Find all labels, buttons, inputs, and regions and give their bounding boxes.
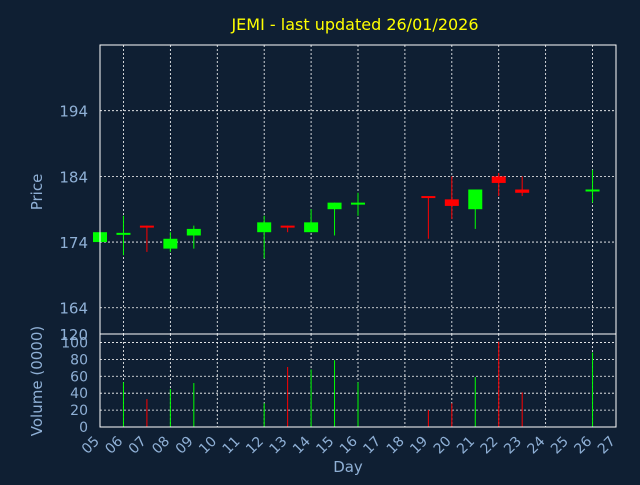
candle-body xyxy=(280,225,295,228)
candle-body xyxy=(327,202,342,210)
volume-tick-label: 60 xyxy=(70,369,88,385)
candle-body xyxy=(491,176,506,183)
x-tick-label: 27 xyxy=(595,434,619,458)
price-tick-label: 164 xyxy=(59,300,88,318)
x-tick-label: 14 xyxy=(290,433,314,457)
volume-tick-label: 40 xyxy=(70,386,88,402)
candle-body xyxy=(139,225,154,228)
x-tick-label: 08 xyxy=(149,434,173,458)
x-tick-label: 24 xyxy=(525,433,549,457)
volume-tick-label: 100 xyxy=(61,335,88,351)
x-tick-label: 25 xyxy=(548,434,572,458)
x-tick-label: 07 xyxy=(126,434,150,458)
volume-panel-frame xyxy=(99,333,617,428)
x-tick-label: 06 xyxy=(102,433,126,457)
volume-axis-label: Volume (0000) xyxy=(28,326,46,436)
candle-body xyxy=(186,228,201,236)
candle-body xyxy=(257,222,272,233)
x-tick-label: 17 xyxy=(360,434,384,458)
candle-body xyxy=(351,202,365,205)
chart-title: JEMI - last updated 26/01/2026 xyxy=(230,15,478,34)
x-tick-label: 18 xyxy=(384,434,408,458)
price-tick-label: 120 xyxy=(59,326,88,344)
x-axis-label: Day xyxy=(333,458,363,476)
x-tick-label: 09 xyxy=(173,434,197,458)
volume-bars xyxy=(122,341,594,427)
candle-body xyxy=(585,189,600,192)
candle-body xyxy=(468,189,483,210)
x-tick-label: 16 xyxy=(337,433,361,457)
x-tick-label: 11 xyxy=(220,434,244,458)
price-tick-label: 184 xyxy=(59,168,88,186)
x-tick-label: 23 xyxy=(501,434,525,458)
candle-body xyxy=(116,232,131,235)
candle-body xyxy=(515,189,530,193)
price-tick-labels: 120 164 174 184 194 xyxy=(59,103,88,344)
price-tick-label: 194 xyxy=(59,103,88,121)
x-tick-label: 12 xyxy=(243,434,267,458)
x-tick-label: 22 xyxy=(478,434,502,458)
x-tick-label: 20 xyxy=(431,434,455,458)
candle-body xyxy=(421,196,436,199)
price-grid xyxy=(100,45,616,334)
x-tick-label: 26 xyxy=(571,433,595,457)
volume-tick-label: 20 xyxy=(70,403,88,419)
x-tick-label: 05 xyxy=(79,434,103,458)
volume-tick-label: 80 xyxy=(70,352,88,368)
x-tick-label: 19 xyxy=(407,434,431,458)
x-tick-label: 13 xyxy=(267,434,291,458)
volume-tick-label: 0 xyxy=(79,420,88,436)
x-tick-label: 15 xyxy=(313,434,337,458)
candle-body xyxy=(304,222,319,233)
price-tick-label: 174 xyxy=(59,234,88,252)
candle-body xyxy=(444,199,459,206)
candle-body xyxy=(163,238,178,249)
x-tick-labels: 05 06 07 08 09 10 11 12 13 14 15 16 17 18 19 20 21 22 23 24… xyxy=(79,433,619,457)
price-axis-label: Price xyxy=(28,174,46,211)
x-tick-label: 21 xyxy=(454,434,478,458)
candles xyxy=(93,169,600,259)
x-tick-label: 10 xyxy=(196,434,220,458)
